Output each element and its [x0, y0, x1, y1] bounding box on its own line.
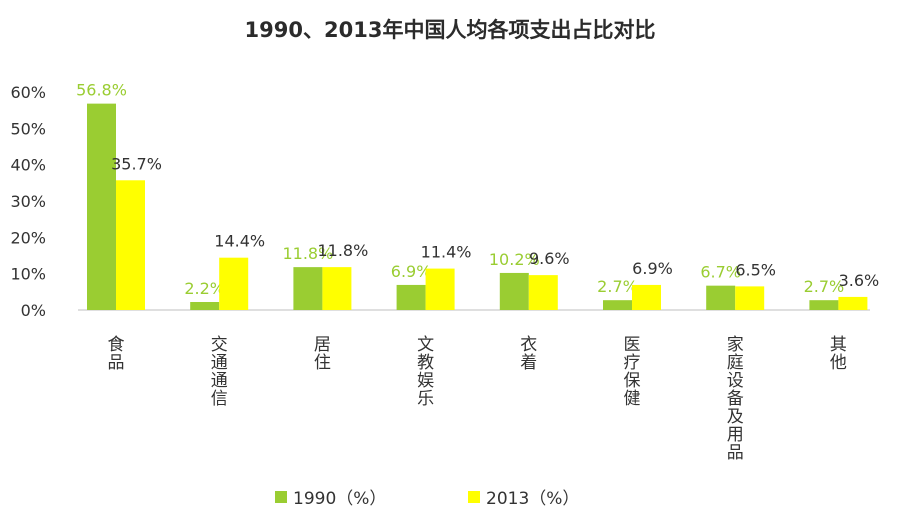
y-tick-label: 50% — [10, 119, 46, 138]
category-label: 食品 — [108, 335, 125, 373]
data-label-2013: 11.8% — [317, 241, 368, 260]
legend-item-2013: 2013（%） — [468, 484, 579, 509]
y-tick-label: 40% — [10, 156, 46, 175]
data-label-1990: 10.2% — [489, 250, 540, 269]
category-label: 医疗保健 — [624, 335, 641, 409]
data-label-2013: 11.4% — [421, 243, 472, 262]
bar-1990 — [293, 267, 323, 310]
data-label-2013: 3.6% — [839, 271, 880, 290]
legend: 1990（%） 2013（%） — [0, 484, 900, 509]
bar-2013 — [838, 296, 868, 310]
legend-label-2013: 2013（%） — [486, 489, 580, 509]
category-label: 家庭设备及用品 — [727, 335, 744, 463]
y-tick-label: 20% — [10, 228, 46, 247]
data-label-1990: 2.2% — [184, 279, 225, 298]
bar-1990 — [809, 300, 839, 310]
legend-swatch-2013 — [468, 490, 480, 503]
bar-2013 — [425, 268, 455, 310]
plot-area: 0% 10% 20% 30% 40% 50% 60% 56.8% 35.7% 食品 2.2% 14.4… — [10, 81, 880, 463]
data-label-1990: 11.8% — [282, 244, 333, 263]
category-label: 文教娱乐 — [417, 335, 434, 409]
data-label-1990: 6.7% — [700, 263, 741, 282]
data-label-1990: 6.9% — [391, 262, 432, 281]
bar-1990 — [499, 272, 529, 310]
bar-2013 — [116, 180, 145, 310]
y-tick-label: 30% — [10, 192, 46, 211]
data-label-2013: 6.5% — [735, 260, 776, 279]
data-label-2013: 14.4% — [214, 232, 265, 251]
category-label: 衣着 — [520, 335, 537, 373]
data-label-2013: 35.7% — [111, 154, 162, 173]
legend-swatch-1990 — [275, 490, 287, 503]
data-label-1990: 56.8% — [76, 81, 127, 100]
category-label: 其他 — [830, 335, 847, 373]
data-label-1990: 2.7% — [804, 277, 845, 296]
bar-1990 — [706, 285, 736, 310]
data-label-1990: 2.7% — [597, 277, 638, 296]
y-tick-label: 0% — [21, 301, 46, 320]
bar-2013 — [322, 267, 352, 310]
data-label-2013: 6.9% — [632, 259, 673, 278]
legend-label-1990: 1990（%） — [293, 489, 387, 509]
legend-item-1990: 1990（%） — [275, 484, 386, 509]
chart-title: 1990、2013年中国人均各项支出占比对比 — [244, 18, 656, 42]
bar-2013 — [735, 286, 765, 310]
bar-1990 — [603, 300, 632, 310]
y-tick-label: 10% — [10, 265, 46, 284]
category-label: 居住 — [314, 335, 331, 373]
bar-1990 — [190, 302, 220, 310]
bar-1990 — [87, 103, 116, 310]
bar-2013 — [632, 284, 661, 310]
category-label: 交通通信 — [211, 335, 228, 409]
data-label-2013: 9.6% — [529, 249, 570, 268]
bar-2013 — [528, 275, 558, 310]
bar-2013 — [219, 257, 249, 310]
y-tick-label: 60% — [10, 83, 46, 102]
bar-1990 — [396, 284, 426, 310]
